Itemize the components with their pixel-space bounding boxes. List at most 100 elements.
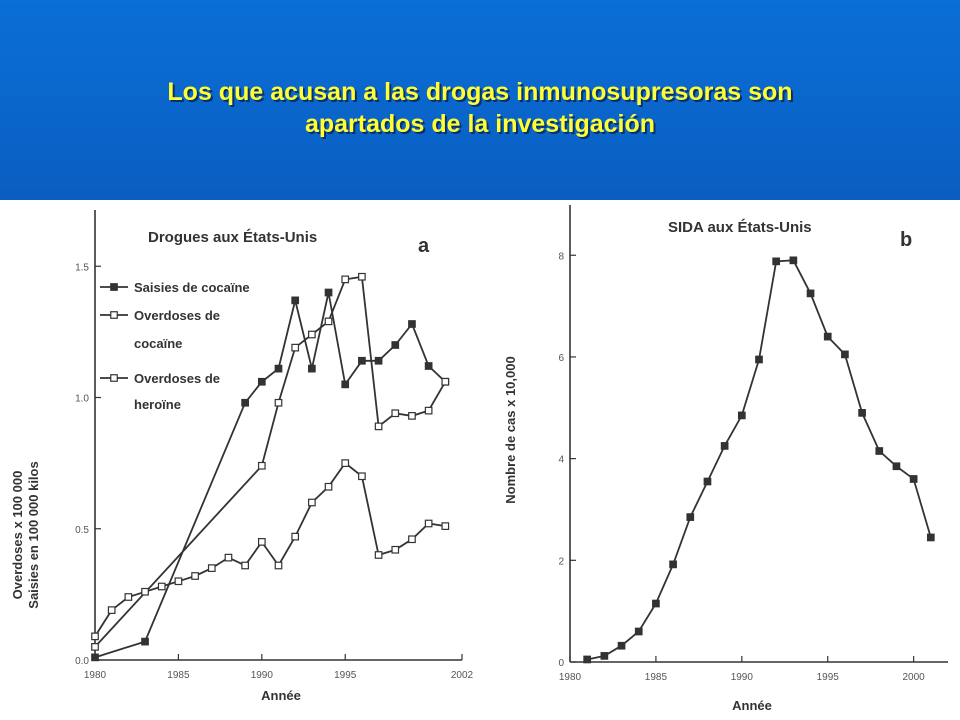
data-point — [257, 461, 266, 470]
data-point — [141, 587, 149, 596]
x-tick-label: 1995 — [817, 672, 840, 683]
data-point — [408, 320, 416, 328]
data-point — [703, 477, 712, 486]
data-point — [424, 519, 433, 528]
data-point — [308, 364, 316, 373]
x-tick-label: 1990 — [731, 672, 754, 683]
y-tick-label: 0 — [558, 658, 564, 669]
x-tick-label: 1995 — [334, 670, 357, 681]
data-point — [291, 296, 300, 305]
data-point — [772, 257, 781, 266]
chart-b-panel-letter: b — [900, 229, 912, 251]
series-line — [587, 259, 932, 661]
data-point — [441, 522, 450, 530]
data-point — [341, 459, 350, 467]
series-0 — [583, 256, 935, 664]
data-point — [241, 398, 249, 407]
data-point — [806, 289, 815, 298]
x-tick-label: 1980 — [84, 670, 107, 681]
series-0 — [91, 288, 450, 662]
chart-b-y-label: Nombre de cas x 10,000 — [503, 356, 518, 503]
data-point — [892, 462, 901, 471]
chart-b-title: SIDA aux États-Unis — [668, 219, 812, 236]
data-point — [617, 641, 626, 650]
x-tick-label: 2000 — [903, 672, 926, 683]
data-point — [424, 406, 433, 415]
data-point — [391, 341, 400, 349]
y-tick-label: 2 — [558, 556, 564, 567]
legend-label: heroïne — [134, 397, 181, 412]
chart-a-y-label-2: Saisies en 100 000 kilos — [26, 461, 41, 608]
charts-area: 0.0 0.5 1.0 1.5 1980 1985 1990 1995 2002 Drogue… — [10, 205, 948, 713]
chart-a-x-label: Année — [261, 688, 301, 703]
legend-label: cocaïne — [134, 336, 182, 351]
legend-marker — [110, 374, 118, 382]
x-tick-label: 2002 — [451, 670, 474, 681]
data-point — [257, 538, 266, 546]
series-1 — [91, 272, 450, 651]
data-point — [737, 411, 746, 420]
data-point — [858, 409, 866, 417]
data-point — [324, 482, 333, 491]
data-point — [755, 355, 763, 364]
data-point — [358, 272, 366, 281]
slide-title: Los que acusan a las drogas inmunosupres… — [167, 78, 793, 138]
data-point — [274, 398, 283, 407]
data-point — [424, 362, 433, 370]
data-point — [926, 533, 935, 542]
chart-a-title: Drogues aux États-Unis — [148, 229, 317, 246]
data-point — [789, 256, 798, 265]
chart-a-panel-letter: a — [418, 235, 430, 257]
data-point — [841, 350, 849, 359]
data-point — [391, 409, 400, 418]
data-point — [241, 561, 249, 570]
data-point — [91, 632, 99, 641]
data-point — [141, 637, 149, 646]
data-point — [823, 332, 832, 341]
y-tick-label: 4 — [558, 455, 564, 466]
data-point — [441, 377, 450, 386]
data-point — [358, 472, 366, 481]
data-point — [224, 553, 233, 562]
data-point — [274, 561, 283, 570]
data-point — [291, 343, 300, 352]
data-point — [91, 653, 99, 662]
data-point — [308, 330, 316, 339]
x-tick-label: 1985 — [167, 670, 190, 681]
y-tick-label: 1.0 — [75, 394, 89, 405]
data-point — [274, 364, 283, 373]
data-point — [583, 655, 592, 664]
data-point — [600, 652, 609, 660]
data-point — [341, 275, 350, 284]
data-point — [174, 577, 183, 586]
legend-marker — [110, 311, 118, 319]
data-point — [669, 560, 677, 569]
data-point — [374, 422, 383, 431]
data-point — [374, 551, 383, 559]
x-tick-label: 1980 — [559, 672, 582, 683]
y-tick-label: 8 — [558, 251, 564, 262]
data-point — [909, 475, 918, 483]
data-point — [107, 606, 116, 614]
data-point — [124, 593, 133, 601]
series-line — [94, 461, 446, 637]
x-tick-label: 1985 — [645, 672, 668, 683]
data-point — [720, 442, 729, 450]
chart-drogues: 0.0 0.5 1.0 1.5 1980 1985 1990 1995 2002 Drogue… — [10, 210, 474, 703]
chart-sida: 0 2 4 6 8 1980 1985 1990 1995 2000 SIDA aux État… — [503, 205, 948, 713]
legend-label: Overdoses de — [134, 308, 220, 323]
chart-a-y-label-1: Overdoses x 100 000 — [10, 471, 25, 600]
data-point — [408, 412, 416, 420]
y-tick-label: 6 — [558, 353, 564, 364]
data-point — [91, 643, 99, 651]
data-point — [391, 545, 400, 554]
legend-label: Saisies de cocaïne — [134, 280, 250, 295]
data-point — [207, 564, 216, 572]
data-point — [408, 535, 416, 544]
data-point — [875, 447, 884, 455]
title-banner: Los que acusan a las drogas inmunosupres… — [0, 0, 960, 200]
series-2 — [91, 459, 450, 641]
data-point — [358, 356, 366, 365]
data-point — [291, 532, 300, 541]
data-point — [634, 627, 643, 636]
